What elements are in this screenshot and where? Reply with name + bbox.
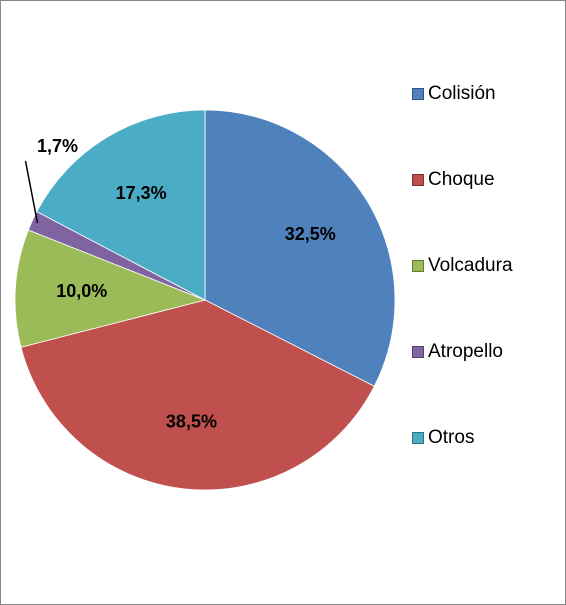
data-label: 32,5%	[285, 224, 336, 244]
legend-item: Colisión	[412, 80, 547, 166]
legend-label: Otros	[428, 427, 475, 448]
pie-slice	[14, 229, 207, 348]
legend-swatch	[412, 432, 424, 444]
legend-item: Volcadura	[412, 252, 547, 338]
pie-slice	[204, 109, 396, 387]
pie-slice	[36, 109, 206, 301]
legend-label: Colisión	[428, 83, 496, 104]
legend-label: Volcadura	[428, 255, 513, 276]
data-label: 1,7%	[37, 136, 78, 156]
legend-swatch	[412, 88, 424, 100]
data-label: 38,5%	[166, 412, 217, 432]
legend-item: Choque	[412, 166, 547, 252]
legend-label: Atropello	[428, 341, 503, 362]
pie-slice	[20, 299, 375, 491]
leader-line	[24, 160, 39, 224]
legend: Colisión Choque Volcadura Atropello Otros	[412, 80, 547, 510]
data-label: 10,0%	[56, 281, 107, 301]
legend-swatch	[412, 260, 424, 272]
legend-item: Otros	[412, 424, 547, 510]
legend-swatch	[412, 174, 424, 186]
data-label: 17,3%	[116, 183, 167, 203]
legend-item: Atropello	[412, 338, 547, 424]
legend-label: Choque	[428, 169, 495, 190]
legend-swatch	[412, 346, 424, 358]
